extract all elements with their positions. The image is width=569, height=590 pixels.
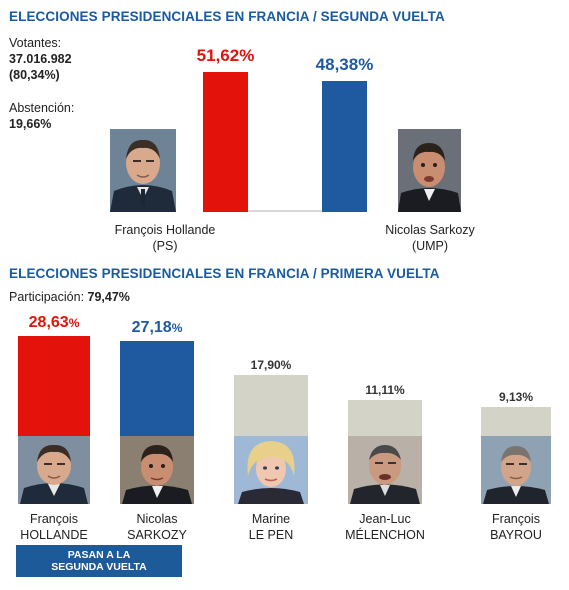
melenchon-portrait-icon xyxy=(348,436,422,504)
sarkozy-portrait-icon xyxy=(120,436,194,504)
round2-bar-hollande xyxy=(203,72,248,212)
abstencion-value: 19,66% xyxy=(9,117,52,131)
round2-bar-sarkozy xyxy=(322,80,367,212)
round1-pct-hollande-suffix: % xyxy=(68,316,80,330)
round1-pct-bayrou: 9,13% xyxy=(498,389,534,404)
round2-baseline xyxy=(248,210,322,212)
round1-bar-le-pen xyxy=(234,374,308,440)
round1-bar-melenchon xyxy=(348,399,422,440)
votantes-label: Votantes: xyxy=(9,36,62,50)
round1-pct-hollande-value: 28,63 xyxy=(28,314,69,331)
abstencion-label: Abstención: xyxy=(9,101,75,115)
round1-name-bayrou-last: BAYROU xyxy=(490,528,542,542)
round1-name-sarkozy-last: SARKOZY xyxy=(127,528,187,542)
round1-name-melenchon-last: MÉLENCHON xyxy=(345,528,425,542)
round1-pct-melenchon: 11,11% xyxy=(365,382,405,397)
hollande-portrait-icon xyxy=(110,129,176,212)
round2-party-hollande: (PS) xyxy=(152,239,178,253)
le-pen-portrait-icon xyxy=(234,436,308,504)
round1-name-melenchon-first: Jean-Luc xyxy=(359,512,411,526)
round1-pct-hollande: 28,63% xyxy=(9,314,99,332)
round2-pct-sarkozy: 48,38% xyxy=(315,54,374,74)
badge-line-2: SEGUNDA VUELTA xyxy=(51,561,147,573)
round1-bar-sarkozy xyxy=(120,341,194,440)
votantes-pct: (80,34%) xyxy=(9,68,60,82)
round2-title: ELECCIONES PRESIDENCIALES EN FRANCIA / S… xyxy=(9,9,445,24)
round2-name-sarkozy: Nicolas Sarkozy xyxy=(385,223,475,237)
round2-pct-hollande: 51,62% xyxy=(196,46,255,65)
participacion-label: Participación: xyxy=(9,290,85,304)
round2-name-hollande: François Hollande xyxy=(114,223,216,237)
round1-name-hollande-first: François xyxy=(30,512,78,526)
badge-line-1: PASAN A LA xyxy=(67,549,131,561)
round1-name-bayrou-first: François xyxy=(492,512,540,526)
round1-name-hollande-last: HOLLANDE xyxy=(20,528,88,542)
sarkozy-portrait-icon xyxy=(398,129,461,212)
round1-pct-sarkozy: 27,18% xyxy=(112,319,202,337)
hollande-portrait-icon xyxy=(18,436,90,504)
round1-name-le-pen-last: LE PEN xyxy=(248,528,294,542)
round1-pct-le-pen: 17,90% xyxy=(250,357,292,372)
round1-pct-sarkozy-suffix: % xyxy=(171,321,183,336)
round1-name-sarkozy-first: Nicolas xyxy=(136,512,178,526)
participacion-row: Participación: 79,47% xyxy=(9,290,130,304)
votantes-value: 37.016.982 xyxy=(9,52,72,66)
round2-party-sarkozy: (UMP) xyxy=(411,239,449,253)
round1-pct-sarkozy-value: 27,18 xyxy=(131,319,172,337)
round1-bar-bayrou xyxy=(481,406,551,440)
round1-name-le-pen-first: Marine xyxy=(251,512,291,526)
round1-title: ELECCIONES PRESIDENCIALES EN FRANCIA / P… xyxy=(9,266,440,281)
round1-bar-hollande xyxy=(18,336,90,440)
bayrou-portrait-icon xyxy=(481,436,551,504)
pasan-segunda-vuelta-badge: PASAN A LA SEGUNDA VUELTA xyxy=(16,545,182,577)
participacion-value: 79,47% xyxy=(87,290,130,304)
